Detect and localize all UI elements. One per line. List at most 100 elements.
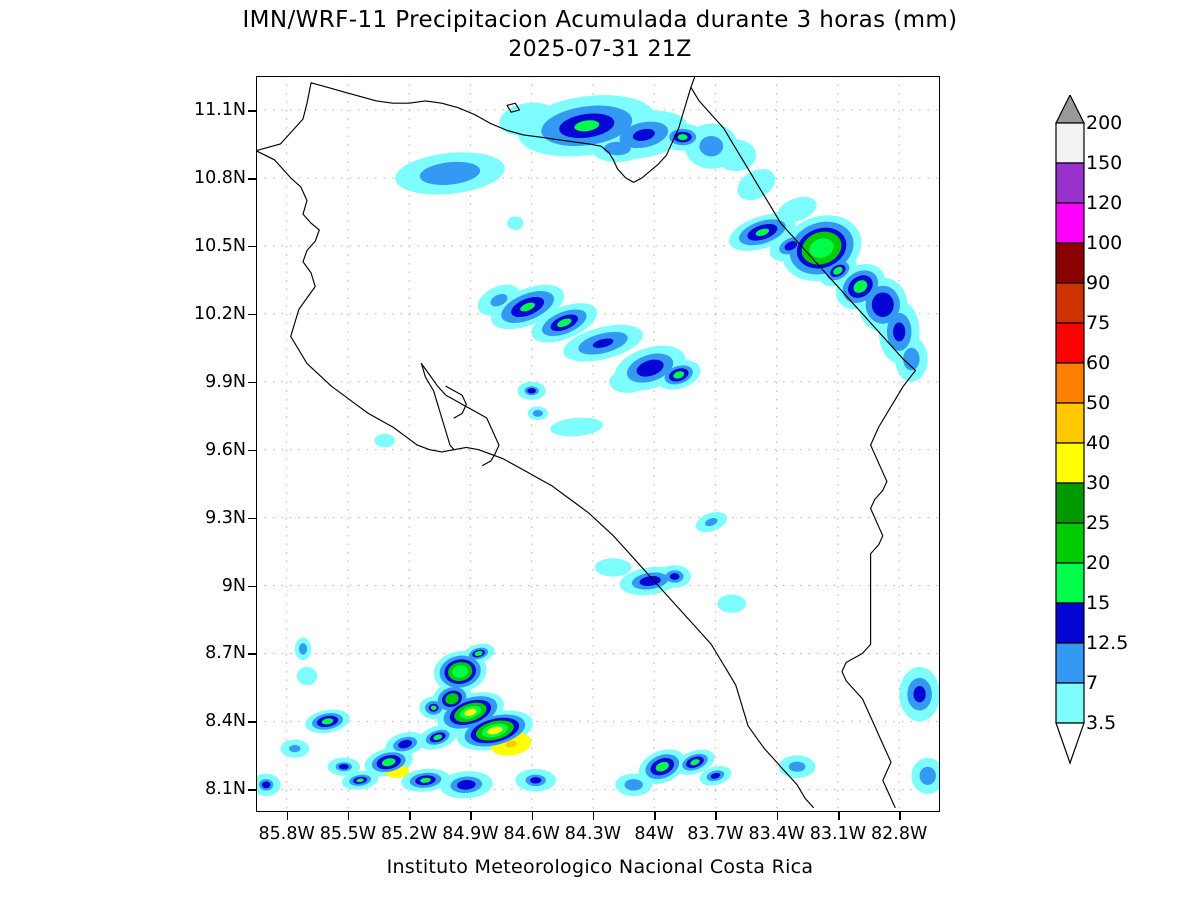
- x-tick-label: 84.6W: [503, 824, 560, 844]
- precip-contour-shell: [690, 759, 700, 766]
- precip-contour-shell: [356, 778, 364, 783]
- colorbar-swatch: [1055, 642, 1085, 684]
- colorbar-swatch: [1055, 242, 1085, 284]
- colorbar-swatch: [1055, 202, 1085, 244]
- precip-contour-shell: [381, 758, 396, 767]
- chart-title-block: IMN/WRF-11 Precipitacion Acumulada duran…: [0, 6, 1200, 64]
- precip-contour-shell: [655, 761, 669, 772]
- x-tick-label: 85.8W: [258, 824, 315, 844]
- geo-pacificCoastNW: [256, 150, 814, 809]
- x-tick-label: 83.1W: [809, 824, 867, 844]
- colorbar-swatch: [1055, 362, 1085, 404]
- colorbar-tick-label: 90: [1086, 272, 1111, 294]
- colorbar-tick-label: 7: [1086, 672, 1099, 694]
- precip-contour-shell: [419, 161, 481, 185]
- precip-contour-shell: [903, 347, 920, 371]
- precip-contour-shell: [699, 136, 724, 157]
- colorbar[interactable]: 200 150 120 100 90 75 60 50 40 30 25 20 15 12.5 7 3.5: [1040, 95, 1190, 825]
- chart-subtitle: 2025-07-31 21Z: [508, 37, 692, 62]
- colorbar-tick-label: 75: [1086, 312, 1111, 334]
- x-tick-mark: [715, 812, 717, 820]
- colorbar-swatch: [1055, 442, 1085, 484]
- x-tick-mark: [347, 812, 350, 820]
- y-tick-label: 10.8N: [193, 167, 246, 188]
- colorbar-over-arrow: [1055, 95, 1085, 124]
- x-tick-label: 85.2W: [380, 824, 438, 844]
- precip-contour-shell: [532, 410, 543, 417]
- y-tick-label: 10.2N: [193, 303, 246, 324]
- x-tick-mark: [837, 812, 840, 820]
- y-tick-mark: [248, 109, 256, 112]
- colorbar-tick-label: 150: [1086, 152, 1123, 174]
- colorbar-swatches: [1055, 95, 1085, 765]
- y-tick-mark: [248, 245, 256, 248]
- x-tick-mark: [654, 812, 656, 820]
- geo-panamaBorder: [841, 444, 896, 809]
- x-tick-label: 83.4W: [748, 824, 805, 844]
- y-tick-label: 9.6N: [205, 439, 246, 460]
- x-tick-mark: [899, 812, 901, 820]
- x-axis-labels: 85.8W 85.5W 85.2W 84.9W 84.6W 84.3W 84W 83.7W 83…: [256, 820, 940, 850]
- precip-contour-shell: [784, 241, 798, 251]
- x-tick-mark: [776, 812, 779, 820]
- precip-contour-shell: [527, 388, 536, 394]
- precip-contour-shell: [289, 745, 301, 753]
- map-plot-area[interactable]: [256, 76, 940, 812]
- precip-contour-shell: [490, 294, 508, 307]
- colorbar-tick-label: 100: [1086, 232, 1123, 254]
- colorbar-tick-label: 12.5: [1086, 632, 1129, 654]
- colorbar-swatch: [1055, 322, 1085, 364]
- colorbar-swatch: [1055, 602, 1085, 644]
- colorbar-tick-label: 15: [1086, 592, 1111, 614]
- coastline-and-borders: [256, 76, 917, 809]
- colorbar-tick-label: 25: [1086, 512, 1111, 534]
- colorbar-tick-label: 120: [1086, 192, 1123, 214]
- precip-contour-shell: [594, 558, 632, 577]
- y-tick-mark: [248, 789, 256, 791]
- y-tick-label: 8.1N: [205, 779, 246, 800]
- precip-contour-shell: [833, 266, 843, 275]
- precip-contour-shell: [913, 686, 926, 703]
- geo-caribSE: [870, 369, 917, 446]
- precip-contour-shell: [715, 139, 757, 172]
- colorbar-swatch: [1055, 522, 1085, 564]
- precipitation-map: [256, 76, 940, 812]
- precip-contour-shell: [487, 726, 503, 735]
- colorbar-swatch: [1055, 482, 1085, 524]
- y-tick-mark: [248, 517, 256, 520]
- y-axis-labels: 11.1N 10.8N 10.5N 10.2N 9.9N 9.6N 9.3N 9N 8.7N 8.…: [188, 76, 246, 812]
- colorbar-swatch: [1055, 402, 1085, 444]
- precip-contour-shell: [604, 141, 631, 156]
- precip-contour-shell: [452, 665, 469, 678]
- precip-contour-shell: [737, 169, 776, 201]
- y-tick-mark: [248, 721, 256, 723]
- y-tick-mark: [248, 313, 256, 316]
- precip-contour-shell: [505, 740, 517, 748]
- y-tick-label: 8.4N: [205, 711, 246, 732]
- colorbar-swatch: [1055, 282, 1085, 324]
- precip-contour-shell: [374, 433, 395, 448]
- precip-contour-shell: [639, 576, 661, 586]
- geo-nicaraguaLakeS: [310, 76, 696, 183]
- precip-contour-shell: [520, 302, 535, 312]
- x-tick-mark: [470, 812, 472, 820]
- precip-contour-shell: [669, 573, 680, 580]
- precip-contour-shell: [717, 594, 746, 613]
- precip-contour-shell: [919, 766, 936, 785]
- precip-contour-shell: [624, 779, 643, 791]
- chart-title: IMN/WRF-11 Precipitacion Acumulada duran…: [242, 7, 958, 33]
- x-tick-mark: [286, 812, 289, 820]
- precip-contour-shell: [871, 292, 894, 317]
- precip-contour-shell: [788, 761, 806, 772]
- precip-contour-shell: [550, 417, 604, 437]
- plot-frame: [256, 76, 940, 812]
- geo-islandSmall: [506, 102, 520, 113]
- precip-contour-shell: [557, 318, 572, 328]
- x-tick-label: 82.8W: [871, 824, 928, 844]
- x-tick-mark: [409, 812, 411, 820]
- y-tick-mark: [248, 449, 256, 452]
- precip-contour-shell: [430, 705, 437, 711]
- y-tick-mark: [248, 653, 256, 656]
- colorbar-tick-label: 40: [1086, 432, 1111, 454]
- precip-contour-shell: [507, 216, 524, 230]
